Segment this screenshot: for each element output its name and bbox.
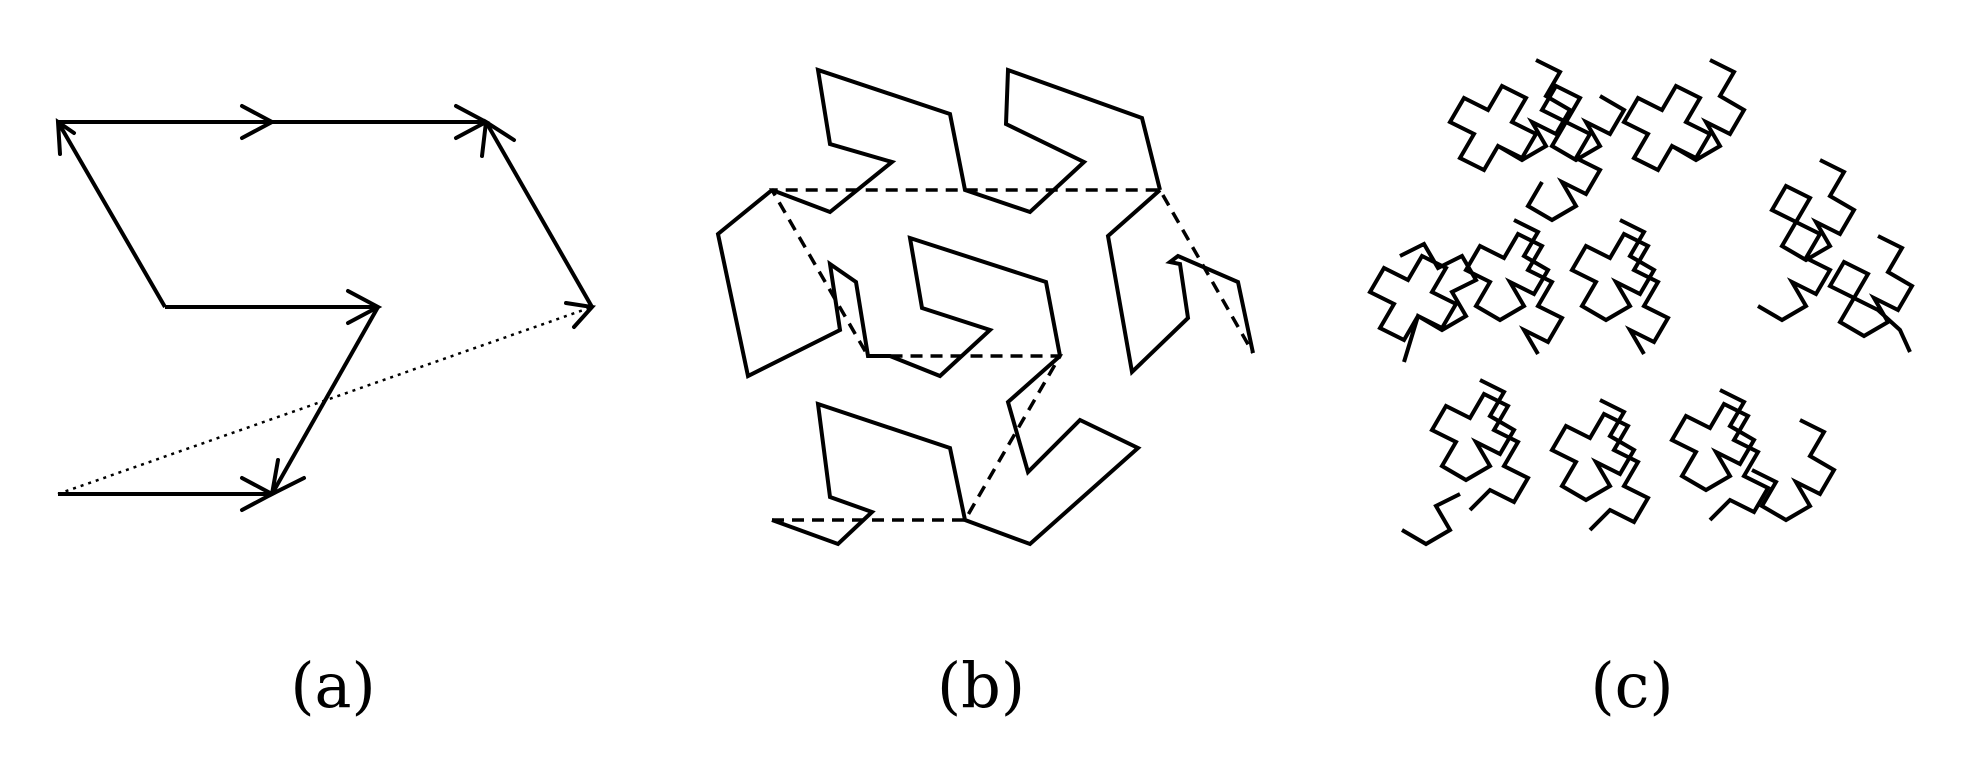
arrowheads [55, 104, 596, 512]
caption-a: (a) [290, 649, 376, 722]
resultant-dotted [57, 305, 593, 496]
fractal-curve [1367, 58, 1915, 547]
curve-segments [715, 67, 1255, 547]
panel-b-diagram [715, 67, 1255, 547]
caption-b: (b) [936, 649, 1026, 722]
panel-b: (b) [660, 0, 1300, 779]
segment-right [484, 121, 594, 308]
curve-piece-1 [771, 354, 1142, 547]
fractal-tail-bottom-left [1400, 492, 1461, 547]
fractal-arm-lower-left [1429, 378, 1531, 512]
segment-diagonal-left [56, 120, 167, 309]
caption-c: (c) [1590, 649, 1674, 722]
arrowhead-diagonal [269, 458, 306, 498]
fractal-arm-lower-mid [1549, 398, 1651, 532]
arrowhead-top-left [55, 118, 76, 156]
fractal-arm-center-right [1569, 218, 1671, 356]
arrowhead-middle [346, 289, 383, 325]
scaffold-path [768, 188, 1255, 522]
arrowhead-dotted [564, 301, 596, 329]
fractal-arm-bottom-far-right [1751, 418, 1837, 523]
arrowhead-top-mid [240, 104, 277, 140]
panel-a-diagram [55, 104, 596, 512]
dashed-scaffold [768, 188, 1255, 522]
panel-a: (a) [0, 0, 660, 779]
fractal-arm-upper-mid [1525, 83, 1627, 223]
arrowhead-right-up [480, 118, 516, 158]
fractal-arm-left [1367, 241, 1479, 363]
fractal-arm-far-right [1827, 234, 1915, 353]
fractal-arm-lower-right [1669, 388, 1771, 522]
curve-piece-4 [1105, 188, 1255, 377]
path-a-segments [56, 120, 594, 496]
curve-piece-2 [715, 188, 1062, 379]
fractal-arm-top-right [1621, 58, 1747, 173]
fractal-arm-right [1756, 158, 1857, 323]
panel-c: (c) [1300, 0, 1969, 779]
curve-piece-3 [771, 67, 1162, 215]
panel-c-diagram [1367, 58, 1915, 547]
fractal-arm-top-left [1447, 58, 1573, 173]
fractal-arm-center [1463, 218, 1565, 356]
